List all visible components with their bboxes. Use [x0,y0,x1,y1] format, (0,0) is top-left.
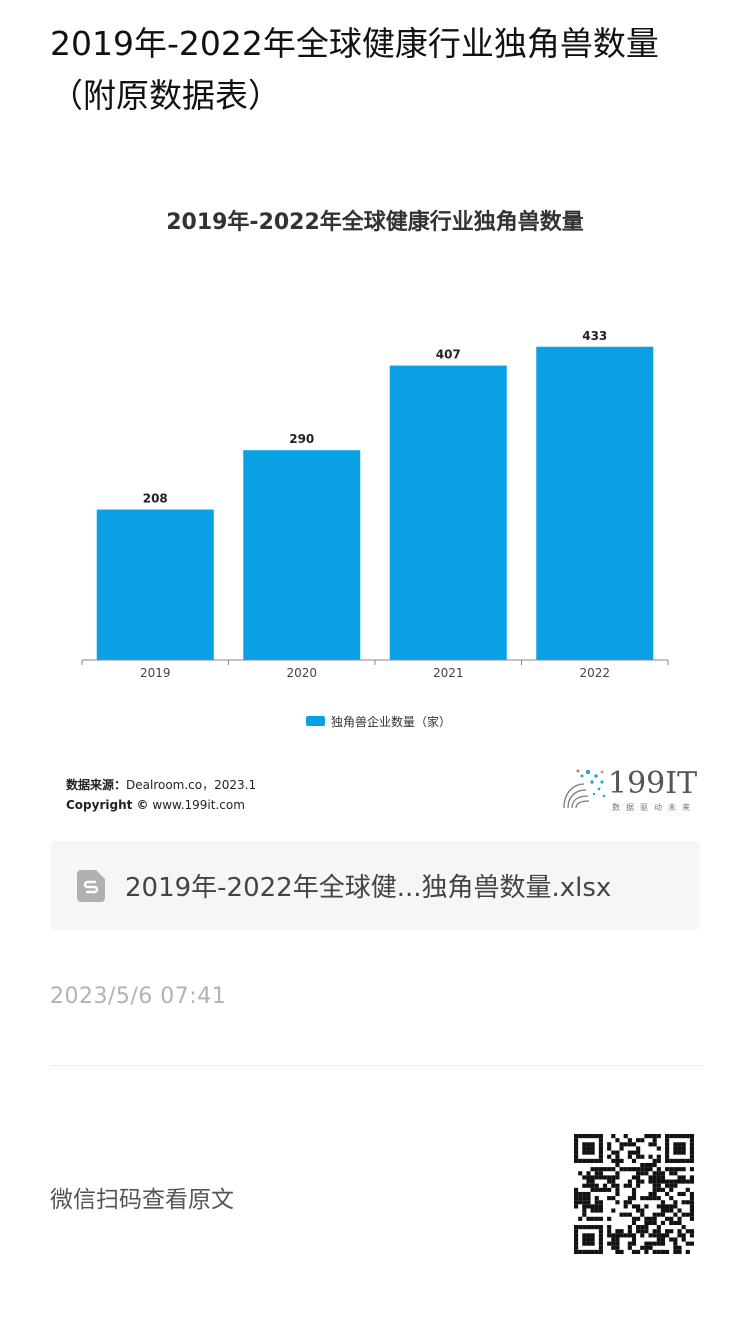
chart-legend: 独角兽企业数量（家） [306,712,451,730]
legend-label: 独角兽企业数量（家） [331,714,452,729]
data-source-label: 数据来源： [66,778,127,792]
chart-card: 208 2019 290 2020 407 2021 433 2022 2019年-2022年… [50,180,700,830]
bar-2019 [96,509,214,660]
data-label-2021: 407 [436,348,461,362]
brand-slogan: 数据驱动未来 [612,803,696,812]
data-label-2019: 208 [143,492,168,506]
data-label-2022: 433 [582,329,607,343]
bar-2021 [389,365,507,660]
spreadsheet-file-icon [77,869,105,902]
x-tick-label-2019: 2019 [140,666,171,680]
bar-chart: 208 2019 290 2020 407 2021 433 2022 [81,329,669,680]
x-tick-label-2022: 2022 [579,666,610,680]
brand-mark-icon [563,769,606,809]
bar-2022 [536,346,654,660]
data-label-2020: 290 [289,432,314,446]
x-tick-label-2021: 2021 [433,666,464,680]
legend-swatch [306,716,325,726]
file-name: 2019年-2022年全球健...独角兽数量.xlsx [125,873,612,903]
divider [50,1065,704,1066]
copyright-value: www.199it.com [152,798,245,812]
data-source-value: Dealroom.co，2023.1 [126,778,257,792]
copyright-label: Copyright © [66,798,149,812]
brand-name: 199IT [608,766,698,801]
qr-hint: 微信扫码查看原文 [50,1187,234,1213]
copyright-line: Copyright © www.199it.com [66,795,256,815]
page-title: 2019年-2022年全球健康行业独角兽数量（附原数据表） [50,24,659,115]
bar-2020 [243,450,361,660]
timestamp: 2023/5/6 07:41 [50,984,227,1009]
source-block: 数据来源：Dealroom.co，2023.1 Copyright © www.… [66,775,256,815]
file-attachment[interactable]: 2019年-2022年全球健...独角兽数量.xlsx [50,841,700,930]
chart-title: 2019年-2022年全球健康行业独角兽数量 [166,210,584,235]
brand-logo: 199IT 数据驱动未来 [558,766,698,816]
data-source-line: 数据来源：Dealroom.co，2023.1 [66,775,256,795]
x-tick-label-2020: 2020 [286,666,317,680]
qr-code-icon[interactable] [574,1134,694,1254]
